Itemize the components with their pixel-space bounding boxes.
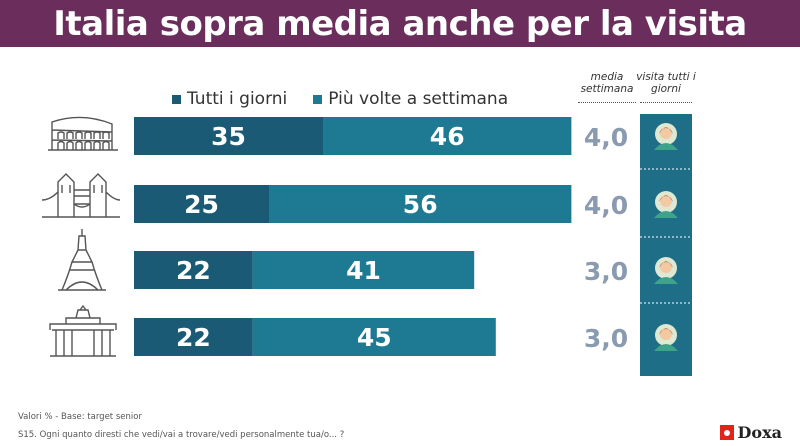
column-header-media-rule <box>578 102 636 103</box>
eiffel-tower-icon <box>58 229 106 291</box>
person-icon <box>654 324 678 351</box>
data-label-piu: 41 <box>346 256 381 285</box>
brandenburg-gate-outline <box>49 304 117 357</box>
colosseum-arch <box>66 140 74 150</box>
data-label-tutti: 22 <box>176 256 211 285</box>
colosseum-outline <box>48 116 118 151</box>
bar-tutti <box>134 318 253 356</box>
person-icon <box>654 123 678 150</box>
legend-label-piu: Più volte a settimana <box>328 89 509 109</box>
legend-swatch-tutti <box>172 94 181 104</box>
doxa-logo-icon <box>719 425 734 440</box>
doxa-logo: Doxa <box>719 423 782 442</box>
eiffel-tower-outline <box>58 229 106 291</box>
legend-label-tutti: Tutti i giorni <box>187 89 288 109</box>
footer-note: Valori % - Base: target senior <box>18 412 142 422</box>
column-header-visita-rule <box>640 102 692 103</box>
colosseum-arch <box>84 140 92 150</box>
footer-question: S15. Ogni quanto diresti che vedi/vai a … <box>18 430 345 440</box>
person-icon-body <box>654 211 678 218</box>
legend-item-piu: Più volte a settimana <box>313 89 508 109</box>
title-bar: Italia sopra media anche per la visita <box>0 0 800 47</box>
column-header-media: media settimana <box>580 71 634 95</box>
colosseum-arch <box>66 131 74 139</box>
person-icon-hair <box>659 328 673 335</box>
data-label-piu: 56 <box>403 190 438 219</box>
bar-piu <box>252 251 475 289</box>
person-icon-hair <box>659 127 673 134</box>
data-label-piu: 45 <box>357 323 392 352</box>
bar-tutti <box>134 117 323 155</box>
media-settimana-value: 4,0 <box>584 191 628 220</box>
page-title: Italia sopra media anche per la visita <box>53 3 747 44</box>
person-icon-hair <box>659 195 673 202</box>
colosseum-icon <box>48 116 118 151</box>
doxa-logo-text: Doxa <box>737 423 782 442</box>
colosseum-arch <box>93 131 101 139</box>
person-icon-face <box>660 127 672 139</box>
person-icon-face <box>660 328 672 340</box>
data-label-piu: 46 <box>430 122 465 151</box>
bar-piu <box>269 185 572 223</box>
colosseum-arch <box>57 140 65 150</box>
legend-item-tutti: Tutti i giorni <box>172 89 287 109</box>
person-icon-body <box>654 344 678 351</box>
bar-piu <box>252 318 496 356</box>
brandenburg-gate-icon <box>49 304 117 357</box>
person-icon-hair <box>659 261 673 268</box>
tower-bridge-outline <box>41 173 121 218</box>
media-settimana-value: 3,0 <box>584 324 628 353</box>
colosseum-arch <box>75 140 83 150</box>
colosseum-arch <box>75 131 83 139</box>
colosseum-arch <box>93 140 101 150</box>
colosseum-arch <box>57 131 65 139</box>
data-label-tutti: 35 <box>211 122 246 151</box>
bar-tutti <box>134 185 269 223</box>
person-icon-body <box>654 277 678 284</box>
person-icon <box>654 191 678 218</box>
media-settimana-value: 4,0 <box>584 123 628 152</box>
person-icon-body <box>654 143 678 150</box>
colosseum-arch <box>84 131 92 139</box>
tower-bridge-icon <box>41 173 121 218</box>
data-label-tutti: 22 <box>176 323 211 352</box>
media-settimana-value: 3,0 <box>584 257 628 286</box>
colosseum-arch <box>102 140 110 150</box>
colosseum-arch <box>102 131 110 139</box>
person-icon-face <box>660 195 672 207</box>
person-icon <box>654 257 678 284</box>
data-label-tutti: 25 <box>184 190 219 219</box>
legend-swatch-piu <box>313 94 323 104</box>
column-header-visita: visita tutti i giorni <box>636 71 696 95</box>
bar-piu <box>323 117 572 155</box>
person-icon-face <box>660 261 672 273</box>
bar-tutti <box>134 251 253 289</box>
legend: Tutti i giorni Più volte a settimana <box>172 89 534 109</box>
